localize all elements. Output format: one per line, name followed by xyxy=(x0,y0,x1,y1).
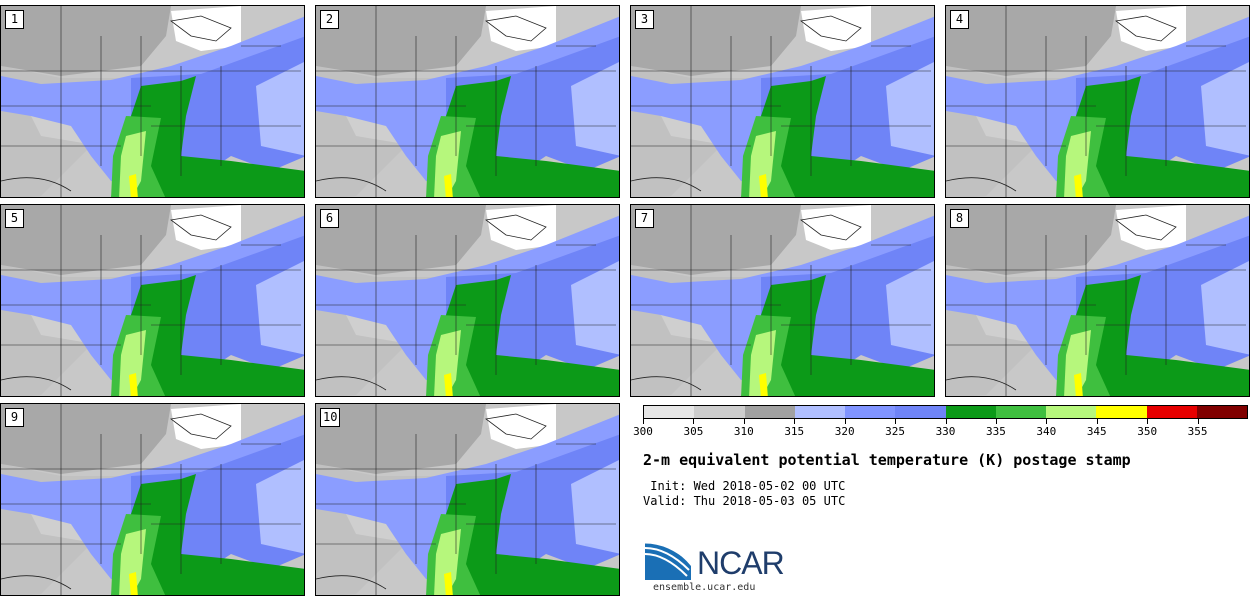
map-image xyxy=(1,404,304,595)
colorbar-segment xyxy=(644,406,695,418)
colorbar-tick-label: 350 xyxy=(1137,425,1158,438)
map-panel-3: 3 xyxy=(630,5,935,198)
panel-number: 6 xyxy=(320,209,339,228)
map-panel-7: 7 xyxy=(630,204,935,397)
colorbar xyxy=(643,405,1248,419)
colorbar-tick-label: 315 xyxy=(784,425,805,438)
colorbar-tick xyxy=(1096,418,1098,424)
map-image xyxy=(946,205,1249,396)
colorbar-tick xyxy=(743,418,745,424)
colorbar-segment xyxy=(794,406,845,418)
map-image xyxy=(1,205,304,396)
map-panel-4: 4 xyxy=(945,5,1250,198)
colorbar-segment xyxy=(945,406,996,418)
map-image xyxy=(631,6,934,197)
map-image xyxy=(631,205,934,396)
panel-number: 8 xyxy=(950,209,969,228)
colorbar-segment xyxy=(845,406,896,418)
panel-number: 9 xyxy=(5,408,24,427)
colorbar-segment xyxy=(1196,406,1247,418)
colorbar-segment xyxy=(694,406,745,418)
colorbar-segment xyxy=(895,406,946,418)
panel-number: 10 xyxy=(320,408,341,427)
ncar-logo-text: NCAR xyxy=(697,545,785,581)
colorbar-tick xyxy=(844,418,846,424)
colorbar-tick xyxy=(995,418,997,424)
site-url: ensemble.ucar.edu xyxy=(653,582,756,593)
panel-number: 1 xyxy=(5,10,24,29)
map-image xyxy=(316,6,619,197)
colorbar-tick xyxy=(794,418,796,424)
map-image xyxy=(946,6,1249,197)
colorbar-tick-label: 345 xyxy=(1086,425,1107,438)
valid-time: Valid: Thu 2018-05-03 05 UTC xyxy=(643,494,846,508)
map-panel-2: 2 xyxy=(315,5,620,198)
colorbar-tick xyxy=(1147,418,1149,424)
init-time: Init: Wed 2018-05-02 00 UTC xyxy=(643,479,846,493)
map-panel-1: 1 xyxy=(0,5,305,198)
colorbar-ticks: 300 305 310 315 320 325 330 335 340 345 350 355 xyxy=(633,418,1248,438)
colorbar-tick-label: 300 xyxy=(633,425,653,438)
panel-number: 4 xyxy=(950,10,969,29)
colorbar-tick xyxy=(643,418,644,424)
map-panel-9: 9 xyxy=(0,403,305,596)
colorbar-segment xyxy=(1046,406,1097,418)
panel-number: 2 xyxy=(320,10,339,29)
map-image xyxy=(316,205,619,396)
colorbar-tick-label: 310 xyxy=(733,425,754,438)
colorbar-tick-label: 325 xyxy=(885,425,906,438)
panel-number: 5 xyxy=(5,209,24,228)
colorbar-segment xyxy=(1096,406,1147,418)
map-panel-5: 5 xyxy=(0,204,305,397)
colorbar-tick-label: 330 xyxy=(935,425,956,438)
plot-title: 2-m equivalent potential temperature (K)… xyxy=(643,451,1131,469)
ncar-logo-icon xyxy=(644,540,693,580)
colorbar-segment xyxy=(1146,406,1197,418)
colorbar-tick xyxy=(895,418,897,424)
colorbar-tick-label: 340 xyxy=(1036,425,1057,438)
colorbar-tick xyxy=(945,418,947,424)
panel-number: 3 xyxy=(635,10,654,29)
colorbar-tick-label: 305 xyxy=(683,425,704,438)
colorbar-segment xyxy=(995,406,1046,418)
map-image xyxy=(316,404,619,595)
panel-number: 7 xyxy=(635,209,654,228)
map-panel-6: 6 xyxy=(315,204,620,397)
colorbar-tick-label: 320 xyxy=(834,425,855,438)
colorbar-segment xyxy=(744,406,795,418)
colorbar-tick xyxy=(1046,418,1048,424)
colorbar-tick xyxy=(693,418,695,424)
colorbar-tick-label: 335 xyxy=(985,425,1006,438)
map-panel-8: 8 xyxy=(945,204,1250,397)
map-panel-10: 10 xyxy=(315,403,620,596)
map-image xyxy=(1,6,304,197)
colorbar-tick-label: 355 xyxy=(1187,425,1208,438)
colorbar-tick xyxy=(1197,418,1199,424)
